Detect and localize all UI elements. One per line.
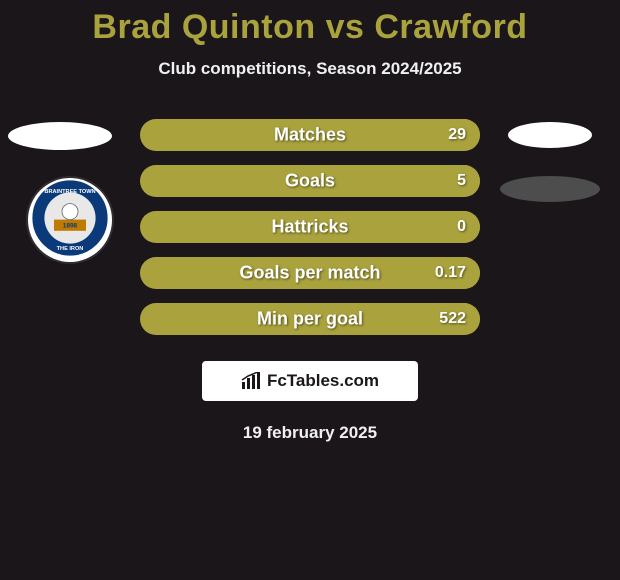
bar-chart-icon (241, 372, 263, 390)
stat-label: Goals per match (239, 263, 380, 284)
stats-chart: Matches 29 Goals 5 Hattricks 0 Goals per match… (0, 119, 620, 335)
stat-value-right: 0 (457, 218, 466, 236)
stat-row: Matches 29 (140, 119, 480, 151)
date-text: 19 february 2025 (0, 423, 620, 443)
stat-label: Min per goal (257, 309, 363, 330)
stat-bar-right-segment (310, 165, 480, 197)
stat-row: Min per goal 522 (140, 303, 480, 335)
stat-row: Hattricks 0 (140, 211, 480, 243)
stat-label: Matches (274, 125, 346, 146)
stat-row: Goals 5 (140, 165, 480, 197)
stat-label: Goals (285, 171, 335, 192)
stat-value-right: 522 (439, 310, 466, 328)
branding-text: FcTables.com (267, 371, 379, 391)
stat-bars: Matches 29 Goals 5 Hattricks 0 Goals per match… (140, 119, 480, 335)
stat-value-right: 0.17 (435, 264, 466, 282)
stat-value-right: 29 (448, 126, 466, 144)
stat-label: Hattricks (271, 217, 348, 238)
stat-value-right: 5 (457, 172, 466, 190)
page-title: Brad Quinton vs Crawford (0, 0, 620, 47)
subtitle: Club competitions, Season 2024/2025 (0, 59, 620, 79)
comparison-card: Brad Quinton vs Crawford Club competitio… (0, 0, 620, 580)
branding-badge: FcTables.com (202, 361, 418, 401)
stat-row: Goals per match 0.17 (140, 257, 480, 289)
